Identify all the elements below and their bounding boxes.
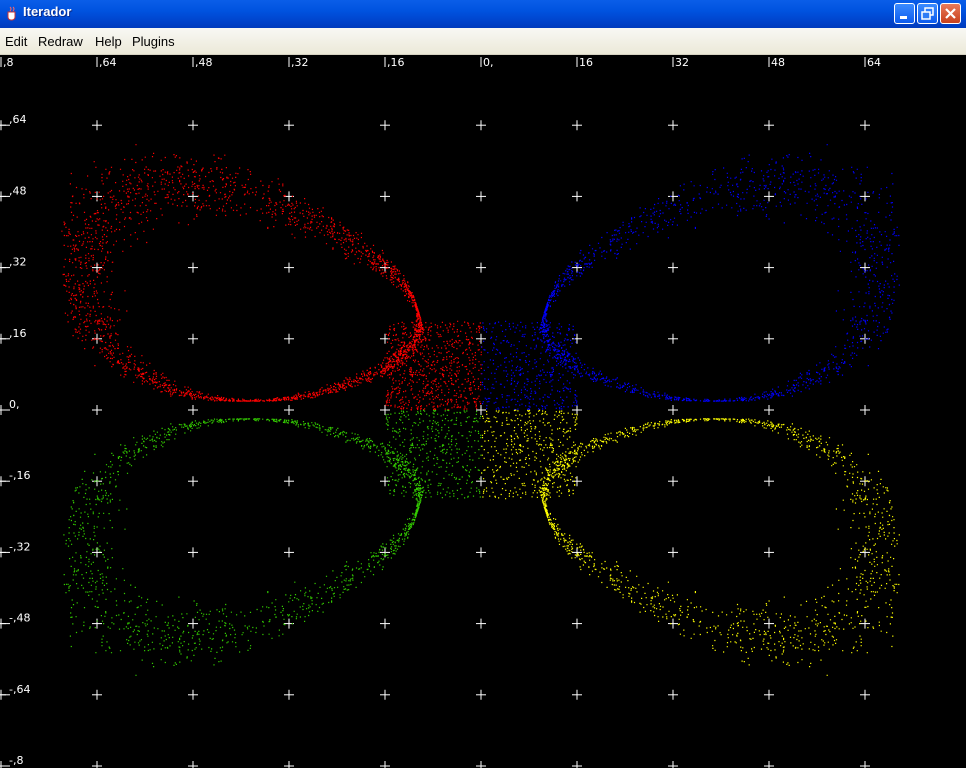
x-tick-label: 16 [579,56,593,69]
y-tick-label: -,8 [9,754,23,767]
menu-help[interactable]: Help [95,34,122,49]
x-tick-label: ,32 [291,56,309,69]
plot-canvas[interactable]: ,8 ,64 ,48 ,32 ,16 0, 16 32 48 64 ,64 ,48 ,32 ,16 0, -,… [0,55,966,768]
window-title: Iterador [23,4,72,19]
y-tick-label: -,64 [9,683,30,696]
x-tick-label: ,48 [195,56,213,69]
x-tick-label: ,64 [99,56,117,69]
grid [0,57,870,768]
points-top-left [61,144,483,411]
y-tick-label: -,32 [9,540,30,553]
x-tick-label: 32 [675,56,689,69]
y-tick-label: -,48 [9,612,30,625]
minimize-icon [900,16,907,19]
menu-redraw[interactable]: Redraw [38,34,83,49]
attractor-plot: ,8 ,64 ,48 ,32 ,16 0, 16 32 48 64 ,64 ,48 ,32 ,16 0, -,… [0,56,900,768]
points-bottom-right [481,409,900,676]
restore-icon [921,7,934,20]
x-tick-label: 48 [771,56,785,69]
y-tick-label: ,64 [9,113,27,126]
axis-labels: ,8 ,64 ,48 ,32 ,16 0, 16 32 48 64 ,64 ,48 ,32 ,16 0, -,… [3,56,881,767]
y-tick-label: ,32 [9,256,27,269]
restore-button[interactable] [917,3,938,24]
y-tick-label: ,16 [9,327,27,340]
attractor-points [61,144,900,676]
points-top-right [481,144,900,411]
close-button[interactable] [940,3,961,24]
y-tick-label: 0, [9,398,20,411]
menu-bar: Edit Redraw Help Plugins [0,28,966,55]
close-icon [945,8,956,19]
x-tick-label: ,16 [387,56,405,69]
x-tick-label: 64 [867,56,881,69]
y-tick-label: -,16 [9,469,30,482]
y-tick-label: ,48 [9,184,27,197]
x-tick-label: 0, [483,56,494,69]
menu-edit[interactable]: Edit [5,34,28,49]
points-bottom-left [63,409,483,676]
menu-plugins[interactable]: Plugins [132,34,175,49]
title-bar: Iterador [0,0,966,28]
java-cup-icon [7,6,16,21]
minimize-button[interactable] [894,3,915,24]
x-tick-label: ,8 [3,56,14,69]
